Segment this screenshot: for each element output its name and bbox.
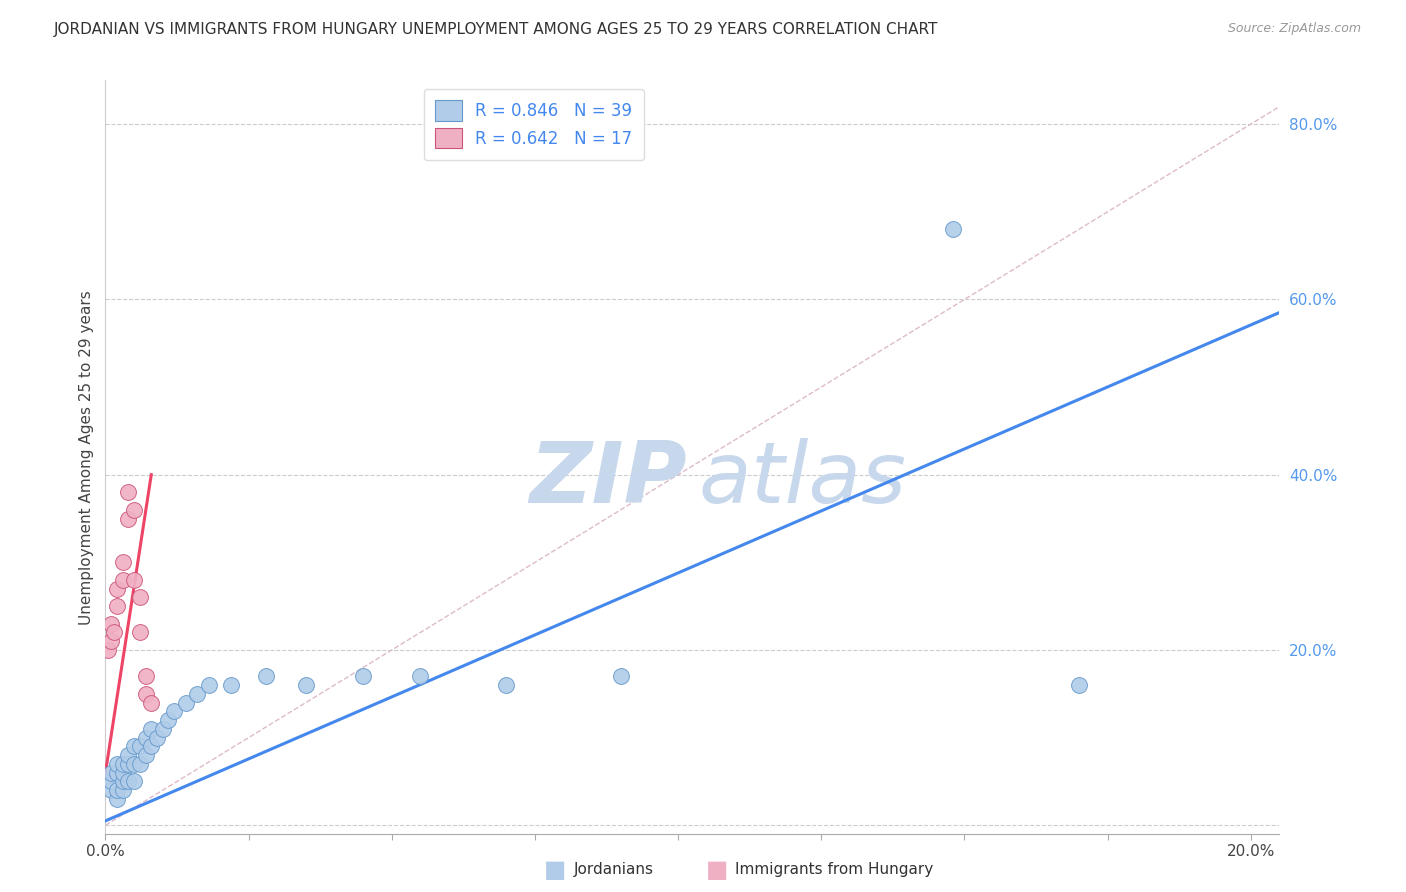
Point bbox=[117, 511, 139, 525]
Point bbox=[105, 765, 128, 780]
Point bbox=[152, 722, 174, 736]
Point bbox=[186, 687, 208, 701]
Point bbox=[146, 731, 169, 745]
Text: Jordanians: Jordanians bbox=[574, 863, 654, 877]
Point bbox=[100, 616, 122, 631]
Point bbox=[1067, 678, 1090, 692]
Point bbox=[157, 713, 180, 727]
Point bbox=[117, 748, 139, 763]
Point bbox=[174, 696, 197, 710]
Point bbox=[105, 783, 128, 797]
Point bbox=[105, 599, 128, 614]
Point bbox=[141, 722, 163, 736]
Point bbox=[122, 774, 145, 789]
Text: ■: ■ bbox=[706, 858, 728, 881]
Point bbox=[111, 756, 134, 771]
Point bbox=[97, 643, 120, 657]
Point bbox=[105, 792, 128, 806]
Point bbox=[122, 739, 145, 754]
Point bbox=[610, 669, 633, 683]
Text: JORDANIAN VS IMMIGRANTS FROM HUNGARY UNEMPLOYMENT AMONG AGES 25 TO 29 YEARS CORR: JORDANIAN VS IMMIGRANTS FROM HUNGARY UNE… bbox=[53, 22, 938, 37]
Point bbox=[128, 625, 150, 640]
Text: ■: ■ bbox=[544, 858, 567, 881]
Point bbox=[254, 669, 277, 683]
Point bbox=[135, 731, 157, 745]
Point bbox=[100, 765, 122, 780]
Point bbox=[111, 774, 134, 789]
Point bbox=[128, 591, 150, 605]
Point bbox=[122, 573, 145, 587]
Text: Immigrants from Hungary: Immigrants from Hungary bbox=[735, 863, 934, 877]
Point bbox=[409, 669, 432, 683]
Text: ZIP: ZIP bbox=[529, 438, 686, 521]
Point bbox=[135, 748, 157, 763]
Point bbox=[100, 774, 122, 789]
Point bbox=[141, 739, 163, 754]
Point bbox=[942, 222, 965, 236]
Point bbox=[197, 678, 219, 692]
Point bbox=[117, 774, 139, 789]
Point bbox=[495, 678, 517, 692]
Point bbox=[117, 756, 139, 771]
Point bbox=[128, 756, 150, 771]
Point bbox=[117, 485, 139, 500]
Point bbox=[128, 739, 150, 754]
Point bbox=[111, 573, 134, 587]
Point bbox=[105, 582, 128, 596]
Point bbox=[111, 555, 134, 569]
Text: Source: ZipAtlas.com: Source: ZipAtlas.com bbox=[1227, 22, 1361, 36]
Point bbox=[100, 634, 122, 648]
Point bbox=[135, 669, 157, 683]
Point bbox=[163, 704, 186, 718]
Point bbox=[295, 678, 318, 692]
Point bbox=[111, 765, 134, 780]
Point bbox=[221, 678, 243, 692]
Point bbox=[103, 625, 125, 640]
Point bbox=[135, 687, 157, 701]
Point bbox=[111, 783, 134, 797]
Point bbox=[352, 669, 374, 683]
Legend: R = 0.846   N = 39, R = 0.642   N = 17: R = 0.846 N = 39, R = 0.642 N = 17 bbox=[423, 88, 644, 160]
Point bbox=[122, 502, 145, 516]
Point bbox=[141, 696, 163, 710]
Point bbox=[100, 783, 122, 797]
Point bbox=[122, 756, 145, 771]
Y-axis label: Unemployment Among Ages 25 to 29 years: Unemployment Among Ages 25 to 29 years bbox=[79, 290, 94, 624]
Point bbox=[105, 756, 128, 771]
Text: atlas: atlas bbox=[699, 438, 907, 521]
